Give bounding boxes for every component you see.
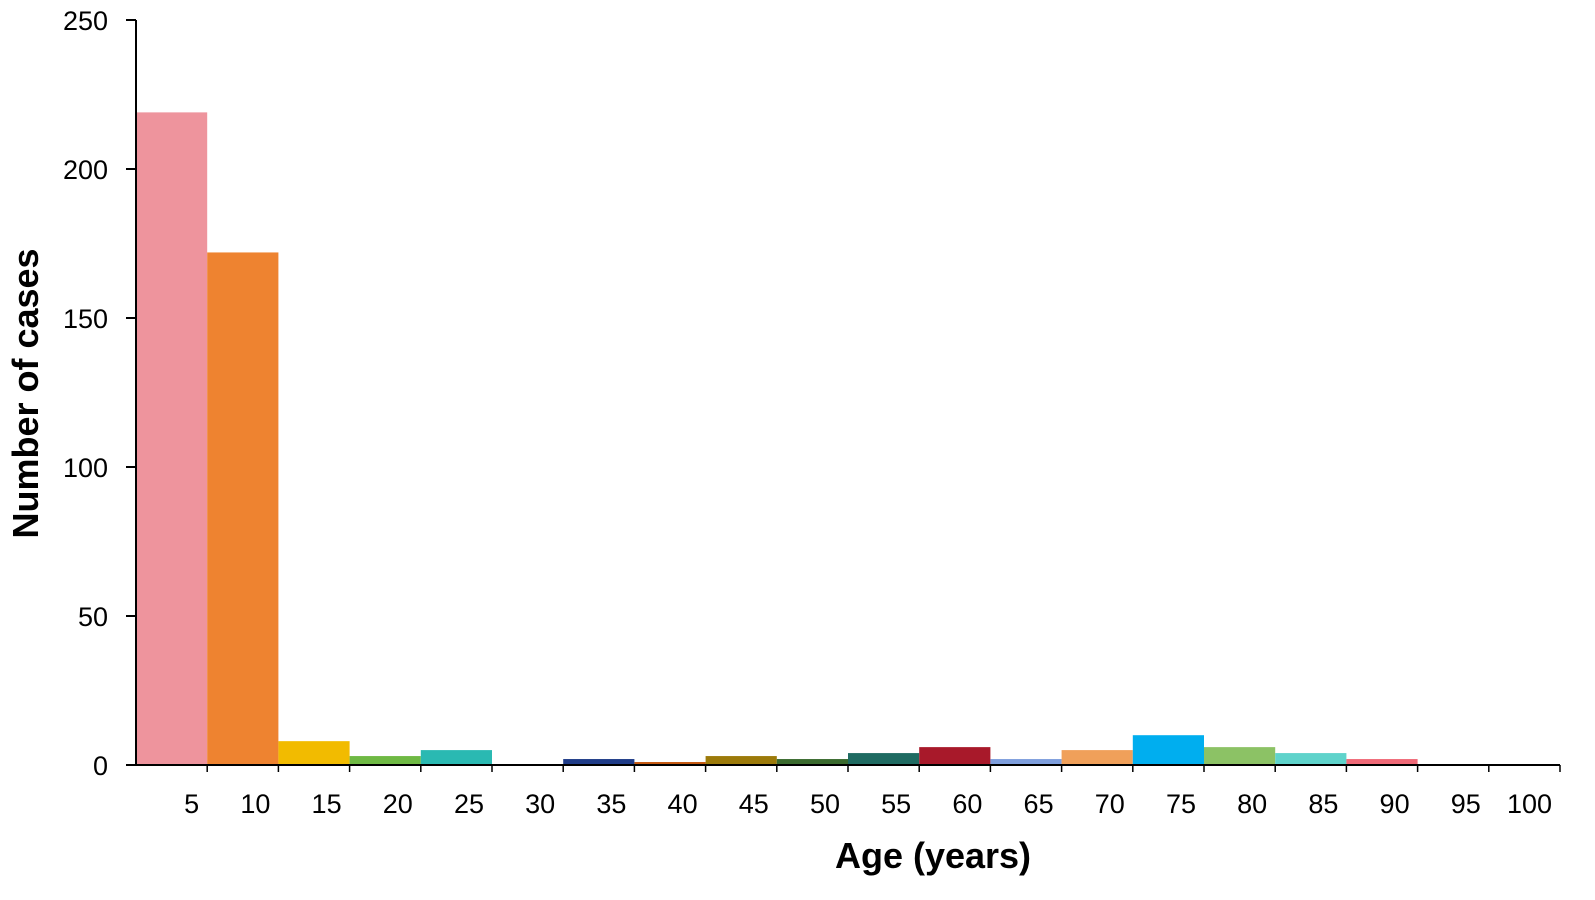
x-tick-label: 25 <box>454 789 484 819</box>
bar-45 <box>705 756 777 765</box>
bar-75 <box>1132 735 1204 765</box>
x-tick-label: 30 <box>525 789 555 819</box>
x-tick-label: 15 <box>312 789 342 819</box>
x-tick-label: 40 <box>668 789 698 819</box>
x-tick-label: 20 <box>383 789 413 819</box>
bars-layer <box>136 112 1418 765</box>
x-tick-label: 70 <box>1095 789 1125 819</box>
x-tick-label: 95 <box>1451 789 1481 819</box>
x-tick-label: 65 <box>1024 789 1054 819</box>
x-tick-label: 80 <box>1237 789 1267 819</box>
x-tick-label: 5 <box>184 789 199 819</box>
x-tick-label: 45 <box>739 789 769 819</box>
x-tick-label: 75 <box>1166 789 1196 819</box>
y-tick-layer: 0 50 100 150 200 250 <box>63 6 136 781</box>
y-tick-label: 200 <box>63 155 108 185</box>
x-tick-label: 60 <box>952 789 982 819</box>
bar-85 <box>1275 753 1347 765</box>
axes-layer <box>135 20 1560 766</box>
x-axis-title: Age (years) <box>835 835 1031 876</box>
x-tick-label: 85 <box>1308 789 1338 819</box>
bar-60 <box>919 747 991 765</box>
bar-5 <box>136 112 208 765</box>
bar-35 <box>563 759 635 765</box>
bar-50 <box>776 759 848 765</box>
x-tick-label: 100 <box>1507 789 1552 819</box>
y-tick-label: 250 <box>63 6 108 36</box>
bar-70 <box>1061 750 1133 765</box>
x-tick-label: 10 <box>240 789 270 819</box>
x-tick-layer: 5 10 15 20 25 30 35 40 45 50 55 60 65 70 75 80 85 90 95 100 <box>184 765 1561 819</box>
y-tick-label: 150 <box>63 304 108 334</box>
y-tick-label: 100 <box>63 453 108 483</box>
bar-80 <box>1204 747 1276 765</box>
bar-20 <box>349 756 421 765</box>
y-axis-title: Number of cases <box>5 248 46 538</box>
bar-10 <box>207 252 279 765</box>
bar-90 <box>1346 759 1418 765</box>
bar-55 <box>848 753 920 765</box>
x-tick-label: 35 <box>596 789 626 819</box>
bar-15 <box>278 741 350 765</box>
y-tick-label: 0 <box>93 751 108 781</box>
x-tick-label: 90 <box>1380 789 1410 819</box>
bar-40 <box>634 762 706 765</box>
y-tick-label: 50 <box>78 602 108 632</box>
bar-25 <box>420 750 492 765</box>
bar-65 <box>990 759 1062 765</box>
x-tick-label: 55 <box>881 789 911 819</box>
x-tick-label: 50 <box>810 789 840 819</box>
